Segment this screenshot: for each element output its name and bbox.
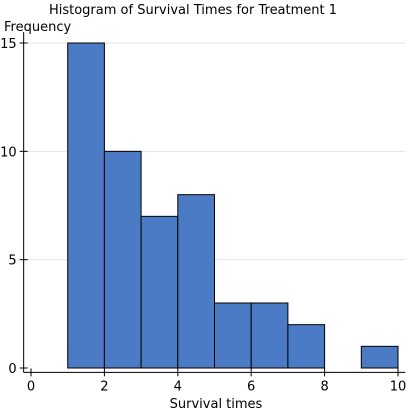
histogram-bar xyxy=(177,194,216,369)
x-tick-label: 8 xyxy=(320,379,328,394)
x-tick-label: 6 xyxy=(247,379,255,394)
y-axis-label: Frequency xyxy=(4,20,71,35)
x-axis-label: Survival times xyxy=(170,397,263,412)
y-tick-label: 15 xyxy=(0,37,17,52)
histogram-bar xyxy=(103,150,142,369)
histogram-bars xyxy=(67,42,399,369)
histogram-bar xyxy=(140,215,179,369)
tick-labels: 0 5 10 15 0 2 4 6 8 10 xyxy=(0,37,406,394)
histogram-bar xyxy=(287,324,326,369)
x-tick-label: 10 xyxy=(390,379,407,394)
x-tick-label: 2 xyxy=(100,379,108,394)
axes xyxy=(19,32,406,377)
chart-title: Histogram of Survival Times for Treatmen… xyxy=(49,3,337,18)
histogram-bar xyxy=(67,42,105,369)
x-tick-label: 4 xyxy=(174,379,182,394)
histogram-bar xyxy=(250,302,289,369)
y-tick-label: 5 xyxy=(8,254,16,269)
y-tick-label: 10 xyxy=(0,145,17,160)
x-tick-label: 0 xyxy=(27,379,35,394)
histogram-bar xyxy=(360,345,399,369)
histogram-bar xyxy=(214,302,252,369)
y-tick-label: 0 xyxy=(8,362,16,377)
